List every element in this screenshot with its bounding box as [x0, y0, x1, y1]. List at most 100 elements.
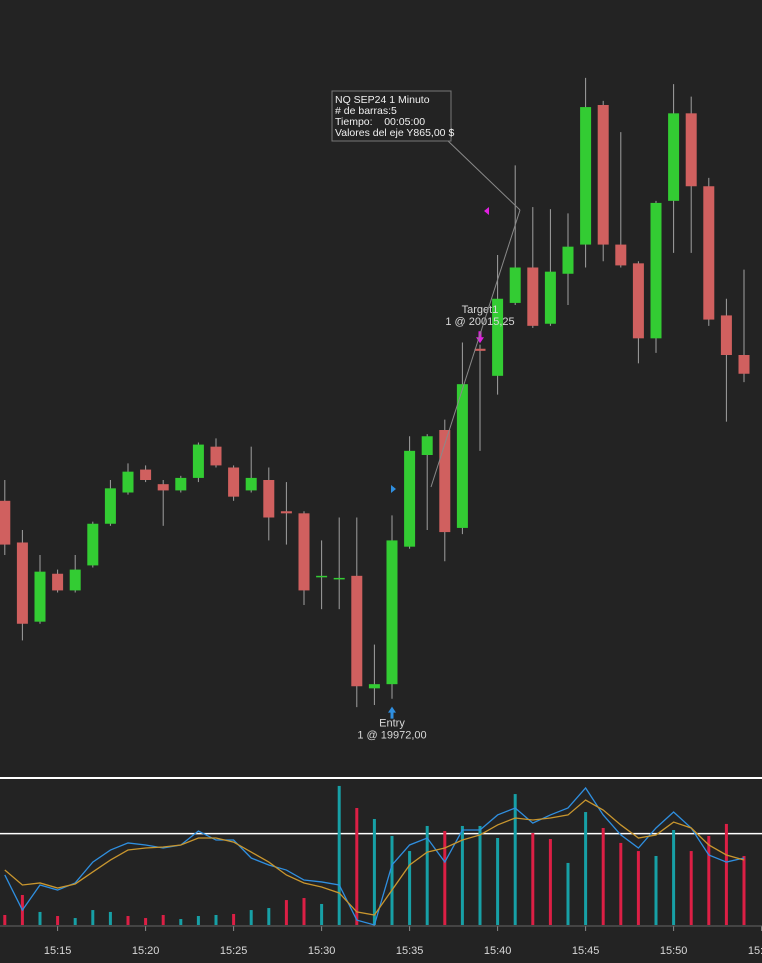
- candle-body: [0, 500, 11, 545]
- candle-body: [368, 684, 380, 689]
- histogram-bar: [38, 911, 42, 925]
- histogram-bar: [707, 835, 711, 925]
- histogram-bar: [619, 842, 623, 925]
- histogram-bar: [126, 916, 130, 925]
- histogram-bar: [232, 913, 236, 925]
- histogram-bar: [390, 835, 394, 925]
- marker: [484, 207, 489, 215]
- histogram-bar: [654, 855, 658, 925]
- histogram-bar: [531, 833, 535, 925]
- ruler-line: [446, 139, 521, 211]
- x-tick-label: 15:25: [220, 945, 248, 957]
- candle-body: [87, 523, 99, 566]
- indicator-line: [4, 799, 745, 916]
- candle-body: [685, 113, 697, 187]
- annotation-text: 1 @ 19972,00: [357, 730, 426, 742]
- histogram-bar: [584, 812, 588, 925]
- x-tick-label: 15:55: [748, 945, 762, 957]
- histogram-bar: [689, 851, 693, 925]
- histogram-bar: [3, 914, 7, 925]
- candle-body: [720, 315, 732, 355]
- candle-body: [192, 444, 204, 478]
- candle-body: [615, 244, 627, 266]
- histogram-bar: [249, 910, 253, 925]
- histogram-bar: [108, 911, 112, 925]
- x-tick-label: 15:40: [484, 945, 512, 957]
- x-tick-label: 15:30: [308, 945, 336, 957]
- candle-body: [509, 267, 521, 303]
- histogram-bar: [144, 918, 148, 925]
- x-tick-label: 15:45: [572, 945, 600, 957]
- candle-body: [280, 511, 292, 514]
- indicator-panel: 15:15 15:20 15:25 15:30 15:35 15:40 15:45 15:50…: [0, 785, 762, 957]
- candle-body: [333, 577, 345, 580]
- candle-body: [527, 267, 539, 326]
- histogram-bar: [267, 908, 271, 925]
- candle-body: [492, 298, 504, 376]
- histogram-bar: [443, 831, 447, 925]
- histogram-bar: [284, 900, 288, 925]
- histogram-bar: [408, 851, 412, 925]
- histogram-bar: [355, 807, 359, 925]
- candle-body: [210, 446, 222, 466]
- candle-body: [228, 467, 240, 497]
- histogram-bar: [460, 825, 464, 925]
- histogram-bar: [513, 794, 517, 925]
- tooltip-line: Valores del eje Y865,00 $: [335, 127, 454, 139]
- candle-body: [351, 575, 363, 687]
- histogram-bar: [425, 825, 429, 925]
- candle-body: [580, 107, 592, 245]
- histogram-bar: [302, 898, 306, 925]
- candle-body: [738, 355, 750, 374]
- candle-body: [668, 113, 680, 201]
- histogram-bar: [672, 830, 676, 925]
- candle-body: [104, 488, 116, 524]
- histogram-bar: [372, 819, 376, 925]
- candle-body: [632, 263, 644, 339]
- x-tick-label: 15:35: [396, 945, 424, 957]
- candle-body: [404, 450, 416, 547]
- candle-body: [456, 384, 468, 528]
- candle-body: [157, 484, 169, 491]
- marker: [391, 485, 396, 493]
- candle-body: [122, 471, 134, 493]
- candle-body: [562, 246, 574, 274]
- candle-body: [69, 569, 81, 591]
- candle-body: [316, 575, 328, 578]
- x-tick-label: 15:50: [660, 945, 688, 957]
- histogram-bar: [724, 823, 728, 925]
- histogram-bar: [478, 825, 482, 925]
- candle-body: [245, 477, 257, 491]
- histogram-bar: [196, 916, 200, 925]
- candle-body: [175, 477, 187, 491]
- histogram-bar: [496, 838, 500, 925]
- candle-body: [263, 480, 275, 518]
- candle-body: [474, 348, 486, 351]
- candle-body: [52, 573, 64, 591]
- candle-body: [16, 542, 28, 624]
- histogram-bar: [320, 903, 324, 925]
- histogram-bar: [91, 910, 95, 925]
- x-tick-label: 15:15: [44, 945, 72, 957]
- histogram-bar: [214, 914, 218, 925]
- candle-body: [597, 105, 609, 245]
- annotation-label: Entry: [379, 718, 405, 730]
- candle-body: [439, 430, 451, 533]
- candle-body: [703, 186, 715, 320]
- candle-body: [298, 513, 310, 591]
- candle-body: [650, 202, 662, 339]
- tooltip-box: [331, 90, 452, 142]
- histogram-bar: [179, 919, 183, 925]
- ruler-line: [430, 209, 521, 488]
- indicator-line: [4, 786, 745, 926]
- histogram-bar: [742, 855, 746, 925]
- entry-arrow: [388, 706, 396, 719]
- annotation-label: Target1: [462, 304, 499, 316]
- histogram-bar: [337, 785, 341, 925]
- histogram-bar: [601, 827, 605, 925]
- tooltip-line: NQ SEP24 1 Minuto: [335, 94, 430, 106]
- candle-body: [386, 540, 398, 685]
